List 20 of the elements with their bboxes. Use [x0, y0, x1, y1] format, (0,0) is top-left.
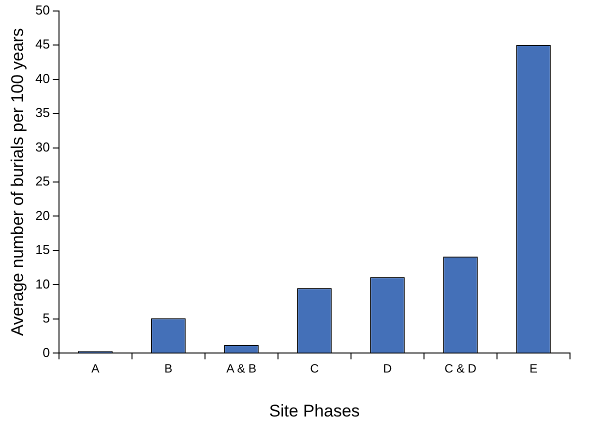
y-tick-label: 10 — [35, 276, 50, 292]
y-axis-title: Average number of burials per 100 years — [8, 28, 27, 336]
y-tick-label: 0 — [42, 344, 50, 360]
y-tick-label: 50 — [35, 2, 50, 18]
y-tick-label: 40 — [35, 70, 50, 86]
y-tick-label: 45 — [35, 36, 50, 52]
y-tick-label: 20 — [35, 208, 50, 223]
y-tick-label: 5 — [42, 310, 50, 326]
x-tick-label: B — [164, 362, 172, 376]
y-tick-label: 15 — [35, 242, 50, 258]
x-tick-label: C — [310, 362, 320, 376]
x-tick-label: C & D — [444, 362, 477, 376]
x-tick-label: A & B — [226, 362, 256, 376]
x-axis-title: Site Phases — [269, 401, 360, 420]
x-tick-label: A — [91, 362, 100, 376]
x-tick-label: D — [383, 362, 392, 376]
x-tick-label: E — [529, 362, 538, 376]
y-tick-label: 30 — [35, 139, 50, 154]
y-tick-label: 35 — [35, 105, 50, 120]
y-tick-label: 25 — [35, 174, 50, 189]
